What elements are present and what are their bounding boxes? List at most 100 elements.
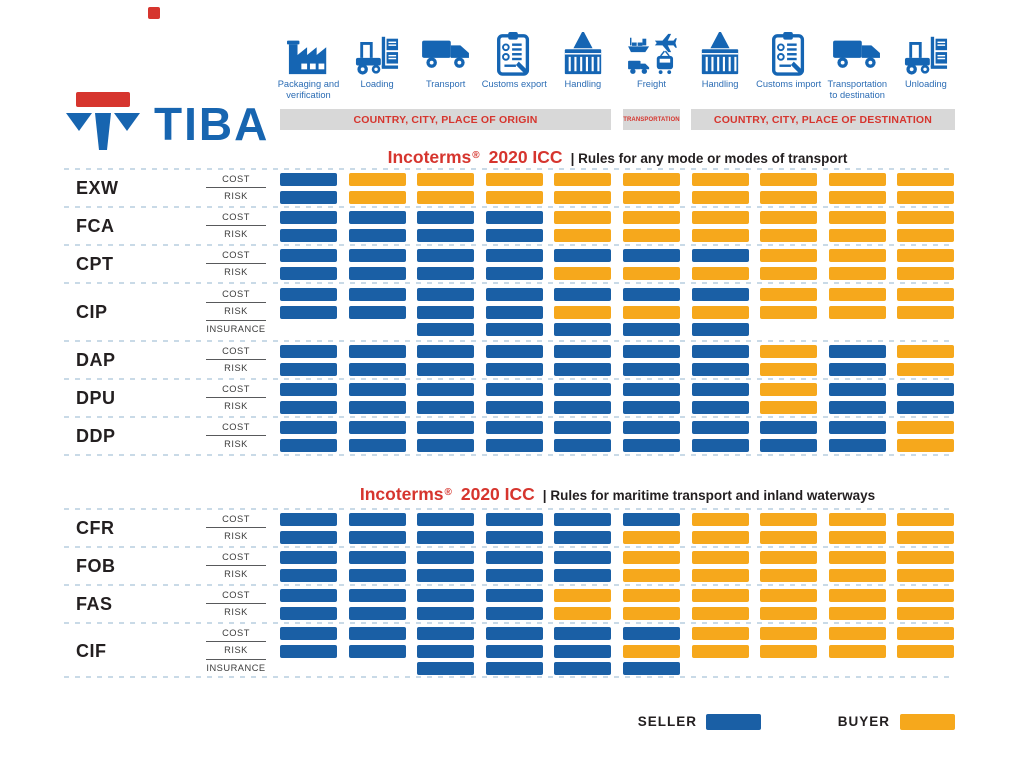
stage-column-3: Transport [411, 28, 480, 90]
allocation-bar-buyer [828, 211, 886, 224]
allocation-bar-seller [554, 627, 612, 640]
allocation-bar-seller [554, 345, 612, 358]
allocation-bar-buyer [897, 288, 955, 301]
allocation-bar-seller [485, 438, 543, 452]
allocation-bar-buyer [760, 644, 818, 658]
allocation-bar-seller [485, 644, 543, 658]
cost-risk-labels: COST RISK INSURANCE [206, 625, 266, 678]
allocation-bar-buyer [760, 568, 818, 582]
allocation-bar-seller [417, 266, 475, 280]
allocation-bar-buyer [348, 173, 406, 186]
allocation-bar-buyer [760, 362, 818, 376]
allocation-bar-buyer [623, 173, 680, 186]
allocation-bar-buyer [897, 266, 955, 280]
allocation-bar-buyer [828, 513, 886, 526]
stage-column-4: Customs export [480, 28, 549, 90]
incoterm-fas: FAS [76, 594, 113, 615]
allocation-bar-seller [417, 568, 475, 582]
allocation-bar-seller [417, 345, 475, 358]
allocation-bar-seller [280, 249, 337, 262]
allocation-bar-seller [485, 551, 543, 564]
row-separator [64, 454, 955, 456]
allocation-bar-seller [485, 305, 543, 319]
allocation-bar-buyer [554, 211, 612, 224]
allocation-bar-seller [554, 400, 612, 414]
allocation-bar-seller [280, 421, 337, 434]
allocation-bar-buyer [623, 190, 680, 204]
allocation-bar-seller [348, 644, 406, 658]
allocation-bar-buyer [554, 266, 612, 280]
allocation-bar-seller [623, 362, 680, 376]
allocation-bar-buyer [485, 190, 543, 204]
stage-label: Handling [564, 79, 602, 89]
allocation-bar-seller [348, 551, 406, 564]
cost-label: COST [206, 343, 266, 360]
allocation-bar-buyer [897, 190, 955, 204]
allocation-bar-seller [485, 400, 543, 414]
cost-risk-labels: COST RISK [206, 419, 266, 454]
allocation-bar-buyer [691, 606, 749, 620]
allocation-bar-seller [348, 568, 406, 582]
allocation-bar-seller [348, 288, 406, 301]
allocation-bar-buyer [897, 568, 955, 582]
allocation-bar-seller [348, 606, 406, 620]
allocation-bar-buyer [897, 438, 955, 452]
allocation-bar-buyer [623, 211, 680, 224]
stage-label: Handling [701, 79, 739, 89]
incoterm-cip: CIP [76, 302, 108, 322]
allocation-bar-seller [280, 606, 337, 620]
allocation-bar-buyer [623, 266, 680, 280]
seller-legend-label: SELLER [637, 714, 697, 729]
stage-column-8: Customs import [754, 28, 823, 90]
brand-name: TIBA [154, 97, 270, 150]
allocation-bar-seller [691, 400, 749, 414]
allocation-bar-buyer [897, 551, 955, 564]
allocation-bar-buyer [760, 173, 818, 186]
row-separator [64, 378, 955, 380]
allocation-bar-buyer [691, 266, 749, 280]
allocation-bar-seller [623, 288, 680, 301]
allocation-bar-seller [280, 345, 337, 358]
allocation-bar-seller [760, 438, 818, 452]
stage-column-7: Handling [686, 28, 755, 90]
risk-label: RISK [224, 439, 248, 449]
allocation-bar-seller [485, 323, 543, 336]
allocation-bar-seller [417, 606, 475, 620]
allocation-bar-buyer [554, 589, 612, 602]
allocation-bar-buyer [828, 266, 886, 280]
allocation-bar-buyer [691, 305, 749, 319]
allocation-bar-buyer [897, 345, 955, 358]
incoterm-cfr: CFR [76, 518, 115, 539]
risk-label: RISK [224, 229, 248, 239]
allocation-bar-seller [280, 551, 337, 564]
allocation-bar-buyer [828, 589, 886, 602]
allocation-bar-buyer [691, 627, 749, 640]
stage-label: Loading [360, 79, 394, 89]
stage-label: Freight [637, 79, 666, 89]
allocation-bar-buyer [623, 551, 680, 564]
allocation-bar-seller [554, 551, 612, 564]
allocation-bar-seller [280, 589, 337, 602]
allocation-bar-seller [417, 249, 475, 262]
allocation-bar-buyer [897, 305, 955, 319]
allocation-bar-buyer [623, 589, 680, 602]
allocation-bar-seller [417, 589, 475, 602]
cost-label: COST [206, 286, 266, 303]
allocation-bar-seller [691, 362, 749, 376]
section-subtitle: | Rules for maritime transport and inlan… [542, 488, 876, 503]
allocation-bar-buyer [417, 190, 475, 204]
insurance-label: INSURANCE [206, 662, 266, 673]
allocation-bar-seller [691, 288, 749, 301]
allocation-bar-buyer [828, 530, 886, 544]
allocation-bar-buyer [760, 228, 818, 242]
incoterm-fob: FOB [76, 556, 116, 577]
allocation-bar-seller [280, 644, 337, 658]
allocation-bar-seller [691, 438, 749, 452]
cost-label: COST [206, 587, 266, 604]
risk-label: RISK [224, 531, 248, 541]
allocation-bar-buyer [760, 211, 818, 224]
multimodal-freight-icon [617, 28, 686, 76]
allocation-bar-buyer [897, 589, 955, 602]
section-title-any-mode: Incoterms® 2020 ICC | Rules for any mode o… [280, 146, 955, 172]
row-separator [64, 282, 955, 284]
